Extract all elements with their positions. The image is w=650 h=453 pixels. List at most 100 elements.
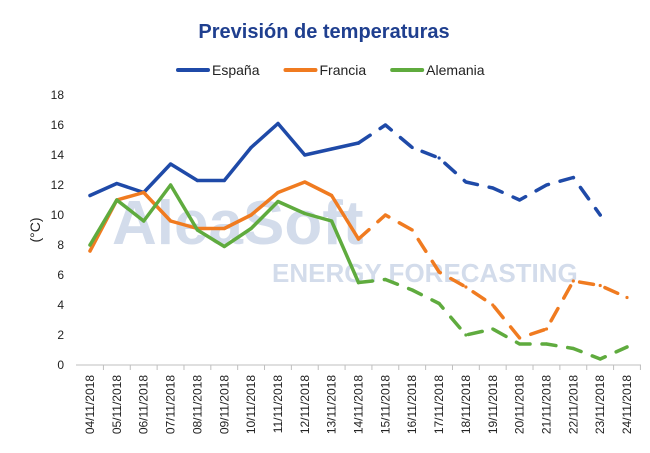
data-point xyxy=(410,145,414,150)
x-tick-label: 21/11/2018 xyxy=(539,375,553,434)
data-point xyxy=(437,301,441,306)
x-tick-label: 23/11/2018 xyxy=(593,375,607,434)
data-point xyxy=(303,153,307,157)
series-layer xyxy=(88,121,629,361)
data-point xyxy=(169,183,173,187)
y-tick-label: 6 xyxy=(57,268,64,282)
data-point xyxy=(222,178,226,183)
series-españa xyxy=(88,121,602,217)
data-point xyxy=(571,279,575,283)
x-tick-label: 13/11/2018 xyxy=(325,375,339,434)
data-point xyxy=(195,178,199,183)
data-point xyxy=(356,141,361,145)
data-point xyxy=(222,226,226,231)
data-point xyxy=(464,333,468,337)
legend-label: Alemania xyxy=(426,62,485,78)
data-point xyxy=(249,145,253,150)
data-point xyxy=(356,280,361,285)
data-point xyxy=(598,213,602,217)
x-tick-label: 08/11/2018 xyxy=(190,375,204,434)
y-tick-label: 10 xyxy=(51,208,65,222)
watermark: AleaSoft ENERGY FORECASTING xyxy=(112,189,578,288)
data-point xyxy=(276,121,280,126)
chart-title: Previsión de temperaturas xyxy=(198,21,449,43)
data-point xyxy=(195,228,199,232)
data-point xyxy=(276,190,280,195)
data-point xyxy=(169,219,173,223)
series-line-forecast xyxy=(356,123,602,217)
y-tick-label: 0 xyxy=(57,358,64,372)
x-tick-label: 07/11/2018 xyxy=(164,375,178,434)
x-axis: 04/11/2018 05/11/2018 06/11/2018 07/11/2018… xyxy=(83,365,641,434)
data-point xyxy=(303,211,307,216)
data-point xyxy=(437,156,441,160)
data-point xyxy=(625,345,629,349)
data-point xyxy=(544,327,549,331)
data-point xyxy=(330,219,334,223)
data-point xyxy=(249,226,253,231)
data-point xyxy=(464,285,468,289)
series-alemania xyxy=(88,183,629,361)
y-tick-label: 4 xyxy=(57,298,64,312)
series-line-observed xyxy=(88,121,361,198)
x-tick-label: 19/11/2018 xyxy=(486,375,500,434)
x-tick-label: 05/11/2018 xyxy=(110,375,124,434)
data-point xyxy=(88,243,92,247)
x-tick-label: 15/11/2018 xyxy=(378,375,392,434)
data-point xyxy=(598,357,602,361)
series-line-forecast xyxy=(356,277,629,361)
x-tick-label: 04/11/2018 xyxy=(83,375,97,434)
data-point xyxy=(88,193,92,198)
data-point xyxy=(571,346,575,351)
data-point xyxy=(518,198,522,202)
x-tick-label: 17/11/2018 xyxy=(432,375,446,434)
data-point xyxy=(410,288,414,292)
y-axis: 0 2 4 6 8 10 12 14 16 18 xyxy=(51,88,65,372)
data-point xyxy=(222,244,226,249)
watermark-sub-text: ENERGY FORECASTING xyxy=(272,258,578,288)
data-point xyxy=(491,186,495,190)
data-point xyxy=(518,336,522,340)
x-tick-label: 10/11/2018 xyxy=(244,375,258,434)
y-tick-label: 12 xyxy=(51,178,65,192)
data-point xyxy=(518,342,522,346)
x-tick-label: 20/11/2018 xyxy=(513,375,527,434)
legend-label: Francia xyxy=(319,62,366,78)
legend-label: España xyxy=(212,62,260,78)
legend-item-francia: Francia xyxy=(283,62,366,78)
data-point xyxy=(330,193,334,198)
data-point xyxy=(491,327,495,331)
data-point xyxy=(356,237,361,241)
y-tick-label: 8 xyxy=(57,238,64,252)
data-point xyxy=(115,181,119,186)
data-point xyxy=(330,147,334,151)
data-point xyxy=(88,249,92,253)
x-tick-label: 09/11/2018 xyxy=(217,375,231,434)
legend-item-alemania: Alemania xyxy=(390,62,485,78)
data-point xyxy=(544,183,549,187)
data-point xyxy=(598,283,602,288)
y-tick-label: 14 xyxy=(51,148,65,162)
y-tick-label: 2 xyxy=(57,328,64,342)
data-point xyxy=(303,180,307,184)
data-point xyxy=(142,190,146,195)
x-tick-label: 06/11/2018 xyxy=(137,375,151,434)
y-tick-label: 18 xyxy=(51,88,65,102)
data-point xyxy=(383,123,387,127)
x-tick-label: 14/11/2018 xyxy=(352,375,366,434)
x-tick-label: 16/11/2018 xyxy=(405,375,419,434)
data-point xyxy=(115,198,119,202)
data-point xyxy=(383,277,387,282)
y-axis-label: (°C) xyxy=(27,217,43,242)
data-point xyxy=(142,219,146,223)
x-tick-label: 12/11/2018 xyxy=(298,375,312,434)
data-point xyxy=(383,213,387,217)
y-tick-label: 16 xyxy=(51,118,65,132)
legend: España Francia Alemania xyxy=(176,62,485,78)
data-point xyxy=(437,270,441,274)
data-point xyxy=(625,295,629,300)
data-point xyxy=(571,175,575,180)
series-line-forecast xyxy=(356,213,629,340)
data-point xyxy=(410,228,414,232)
